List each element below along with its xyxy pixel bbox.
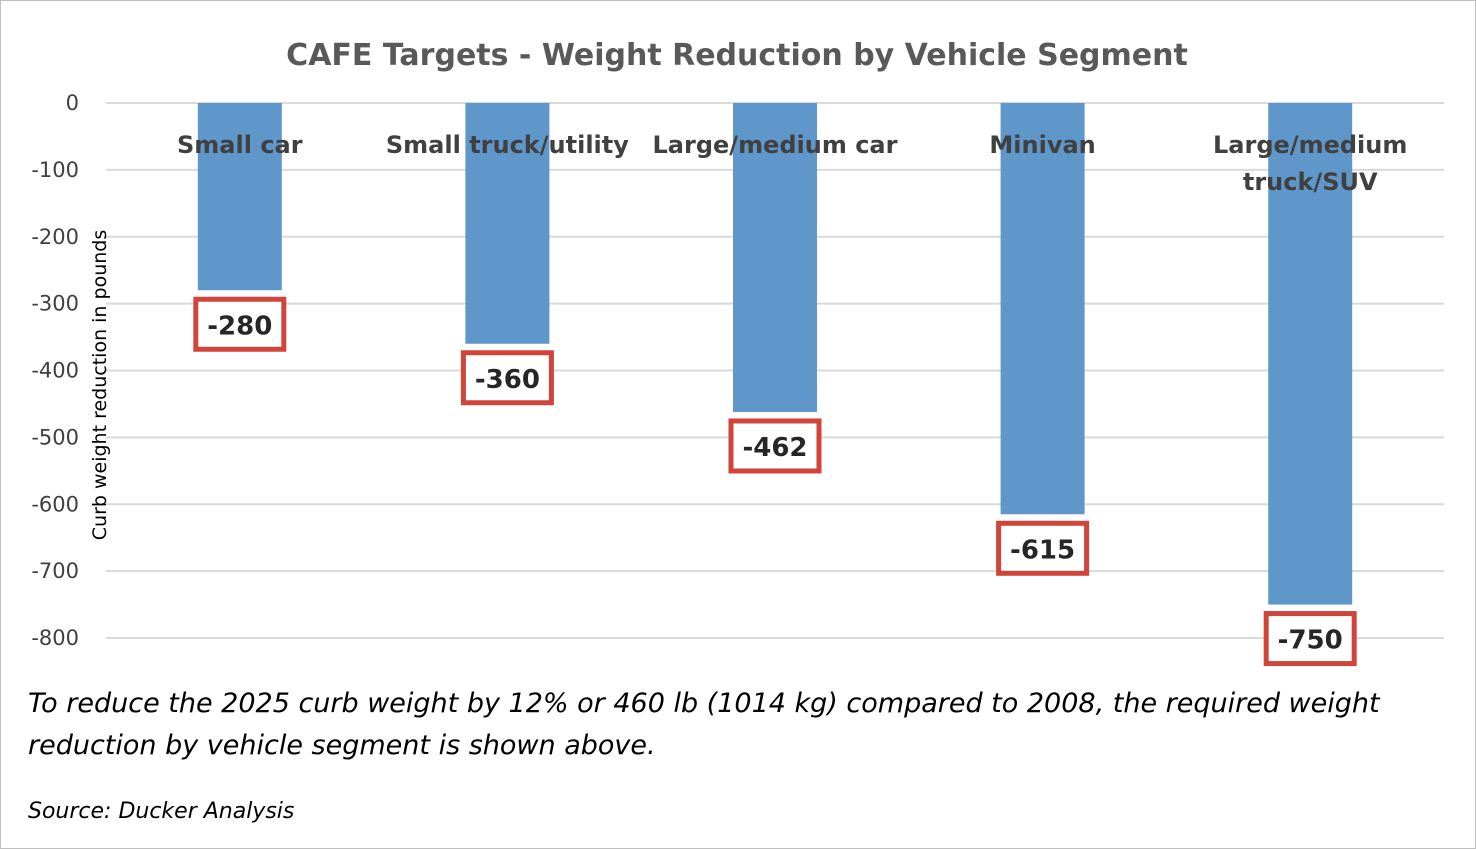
category-labels: Small car Small truck/utility Large/medium… bbox=[177, 131, 1407, 196]
bar bbox=[733, 103, 817, 412]
y-tick-label: -300 bbox=[31, 292, 79, 316]
data-label-value: -750 bbox=[1278, 626, 1343, 656]
y-tick-label: 0 bbox=[66, 91, 79, 115]
category-label: truck/SUV bbox=[1243, 168, 1378, 196]
chart-caption: To reduce the 2025 curb weight by 12% or… bbox=[28, 688, 1380, 761]
y-tick-label: -700 bbox=[31, 559, 79, 583]
data-label-value: -280 bbox=[207, 311, 272, 341]
data-label-box bbox=[460, 350, 554, 406]
chart-title: CAFE Targets - Weight Reduction by Vehic… bbox=[286, 38, 1188, 73]
data-label-value: -462 bbox=[742, 433, 807, 463]
y-tick-label: -200 bbox=[31, 225, 79, 249]
data-label-value: -615 bbox=[1010, 535, 1075, 565]
y-tick-label: -400 bbox=[31, 359, 79, 383]
bar bbox=[1000, 103, 1085, 515]
y-tick-label: -600 bbox=[31, 492, 79, 516]
bar bbox=[465, 103, 550, 344]
y-axis-title: Curb weight reduction in pounds bbox=[89, 230, 111, 540]
category-label: Small truck/utility bbox=[386, 131, 629, 159]
bars bbox=[197, 103, 1353, 605]
category-label: Minivan bbox=[989, 131, 1095, 159]
bar bbox=[197, 103, 282, 291]
category-label: Large/medium car bbox=[653, 131, 898, 159]
data-label: -750 bbox=[1263, 611, 1357, 667]
data-label: -462 bbox=[728, 418, 822, 474]
category-label: Small car bbox=[177, 131, 303, 159]
data-label-box bbox=[193, 296, 287, 352]
data-label-box bbox=[996, 520, 1090, 576]
y-tick-label: -100 bbox=[31, 158, 79, 182]
data-label: -280 bbox=[193, 296, 287, 352]
source-note: Source: Ducker Analysis bbox=[28, 799, 295, 824]
bar bbox=[1268, 103, 1353, 605]
data-label: -615 bbox=[996, 520, 1090, 576]
data-labels: -280 -360 -462 -615 -750 bbox=[193, 296, 1357, 667]
y-tick-label: -500 bbox=[31, 425, 79, 449]
data-label-value: -360 bbox=[475, 365, 540, 395]
data-label-box bbox=[728, 418, 822, 474]
bar-chart: CAFE Targets - Weight Reduction by Vehic… bbox=[31, 38, 1444, 667]
data-label: -360 bbox=[460, 350, 554, 406]
y-tick-label: -800 bbox=[31, 626, 79, 650]
data-label-box bbox=[1263, 611, 1357, 667]
y-axis-ticks: 0 -100 -200 -300 -400 -500 -600 -700 -800 bbox=[31, 91, 79, 650]
category-label: Large/medium bbox=[1213, 131, 1407, 159]
